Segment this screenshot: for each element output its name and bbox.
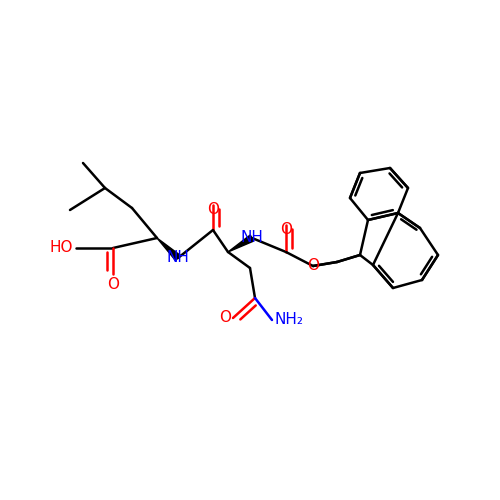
Text: O: O bbox=[307, 258, 319, 274]
Text: O: O bbox=[207, 202, 219, 217]
Text: O: O bbox=[107, 277, 119, 292]
Text: HO: HO bbox=[50, 240, 73, 256]
Text: NH₂: NH₂ bbox=[274, 312, 303, 328]
Text: NH: NH bbox=[166, 250, 190, 266]
Polygon shape bbox=[228, 235, 254, 252]
Text: O: O bbox=[280, 222, 292, 237]
Text: O: O bbox=[219, 310, 231, 326]
Text: NH: NH bbox=[240, 230, 264, 246]
Polygon shape bbox=[157, 238, 180, 260]
